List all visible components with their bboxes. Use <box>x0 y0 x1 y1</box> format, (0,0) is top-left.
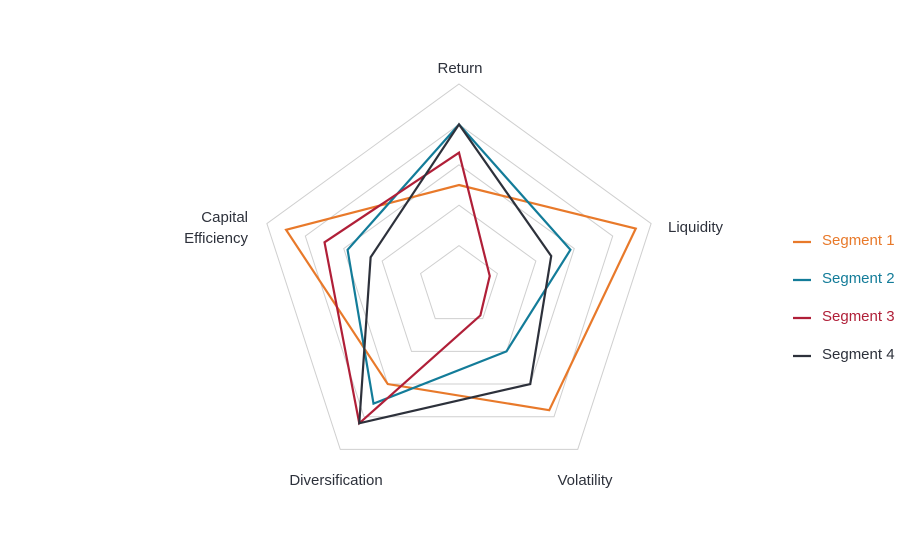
grid-ring <box>419 244 499 320</box>
series-polygon <box>346 122 572 406</box>
series-polygon <box>284 183 638 412</box>
axis-label: Return <box>437 60 483 77</box>
axis-label: Liquidity <box>668 219 724 236</box>
legend-label: Segment 4 <box>822 346 895 363</box>
legend-label: Segment 3 <box>822 308 895 325</box>
grid-ring <box>266 83 652 450</box>
series-polygon <box>323 150 491 426</box>
grid-ring <box>343 164 575 385</box>
legend-label: Segment 1 <box>822 232 895 249</box>
axis-label: Diversification <box>289 472 383 489</box>
series-polygon <box>358 122 553 425</box>
legend-label: Segment 2 <box>822 270 895 287</box>
grid-ring <box>381 204 537 352</box>
axis-label: Volatility <box>557 472 613 489</box>
axis-label: Capital Efficiency <box>184 209 248 247</box>
